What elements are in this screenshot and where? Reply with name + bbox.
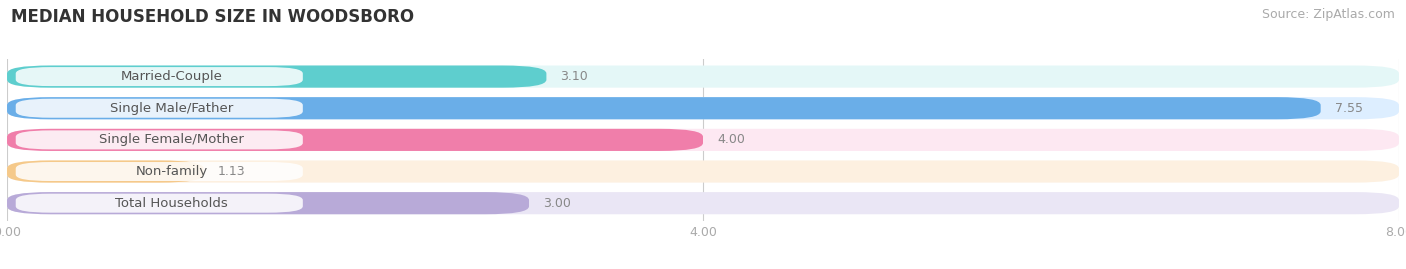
FancyBboxPatch shape — [15, 194, 302, 213]
Text: 3.10: 3.10 — [561, 70, 588, 83]
FancyBboxPatch shape — [15, 67, 302, 86]
FancyBboxPatch shape — [7, 192, 529, 214]
Text: 7.55: 7.55 — [1334, 102, 1362, 115]
FancyBboxPatch shape — [7, 192, 1399, 214]
Text: 1.13: 1.13 — [218, 165, 245, 178]
Text: Total Households: Total Households — [115, 197, 228, 210]
Text: Source: ZipAtlas.com: Source: ZipAtlas.com — [1261, 8, 1395, 21]
Text: 3.00: 3.00 — [543, 197, 571, 210]
Text: Married-Couple: Married-Couple — [121, 70, 222, 83]
FancyBboxPatch shape — [15, 130, 302, 149]
FancyBboxPatch shape — [7, 97, 1399, 119]
FancyBboxPatch shape — [7, 66, 1399, 88]
Text: 4.00: 4.00 — [717, 133, 745, 146]
Text: Single Male/Father: Single Male/Father — [110, 102, 233, 115]
FancyBboxPatch shape — [15, 162, 302, 181]
FancyBboxPatch shape — [7, 129, 1399, 151]
Text: Single Female/Mother: Single Female/Mother — [98, 133, 243, 146]
FancyBboxPatch shape — [7, 160, 1399, 183]
FancyBboxPatch shape — [7, 160, 204, 183]
Text: Non-family: Non-family — [135, 165, 208, 178]
FancyBboxPatch shape — [7, 97, 1320, 119]
FancyBboxPatch shape — [7, 129, 703, 151]
FancyBboxPatch shape — [15, 99, 302, 118]
FancyBboxPatch shape — [7, 66, 547, 88]
Text: MEDIAN HOUSEHOLD SIZE IN WOODSBORO: MEDIAN HOUSEHOLD SIZE IN WOODSBORO — [11, 8, 415, 26]
